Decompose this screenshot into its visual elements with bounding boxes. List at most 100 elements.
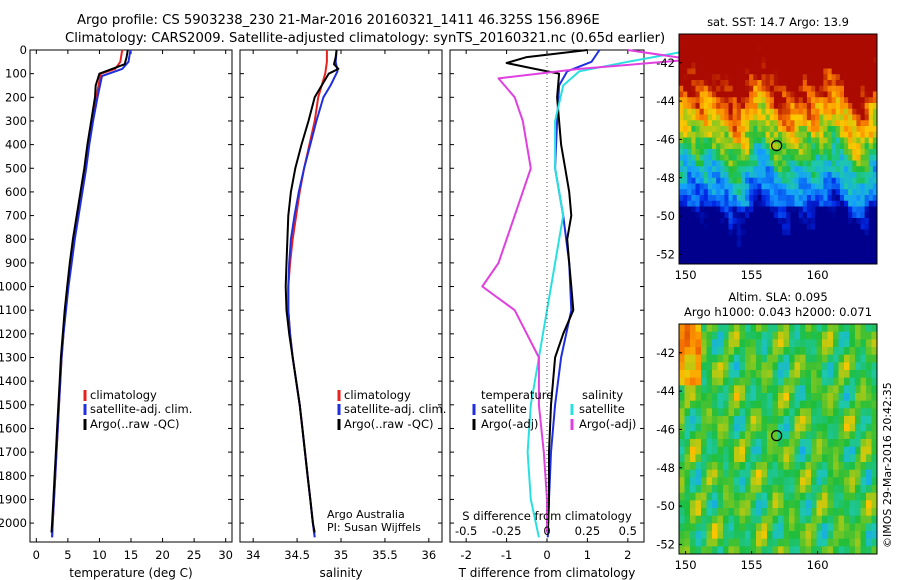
map-cell — [839, 189, 845, 196]
map-cell — [827, 446, 834, 455]
map-cell — [794, 515, 801, 524]
map-cell — [734, 531, 740, 540]
map-cell — [835, 143, 841, 150]
map-cell — [790, 206, 795, 213]
sla-field — [679, 324, 878, 555]
map-cell — [848, 218, 853, 225]
map-cell — [819, 131, 824, 138]
map-cell — [740, 189, 746, 196]
map-cell — [773, 241, 779, 248]
map-cell — [683, 183, 688, 190]
map-cell — [815, 126, 820, 133]
map-cell — [728, 143, 734, 150]
map-cell — [835, 241, 841, 248]
map-cell — [778, 523, 784, 532]
map-cell — [761, 492, 768, 501]
map-cell — [823, 172, 828, 179]
map-cell — [728, 91, 734, 98]
map-cell — [740, 246, 746, 253]
map-cell — [772, 462, 779, 471]
map-cell — [789, 546, 795, 555]
map-cell — [827, 154, 833, 161]
map-cell — [838, 354, 845, 363]
map-cell — [827, 523, 834, 532]
map-cell — [734, 377, 740, 386]
map-cell — [749, 85, 754, 92]
map-cell — [679, 114, 684, 121]
map-cell — [749, 126, 754, 133]
map-cell — [753, 45, 758, 52]
map-cell — [871, 500, 878, 509]
map-cell — [749, 177, 754, 184]
map-cell — [683, 39, 688, 46]
map-cell — [822, 485, 828, 494]
map-cell — [772, 485, 779, 494]
map-cell — [720, 258, 725, 265]
map-cell — [712, 166, 717, 173]
map-cell — [712, 446, 718, 455]
map-cell — [753, 229, 758, 236]
map-cell — [852, 235, 857, 242]
map-cell — [852, 114, 857, 121]
map-cell — [703, 172, 709, 179]
map-cell — [687, 85, 692, 92]
map-cell — [800, 462, 806, 471]
map-cell — [753, 120, 758, 127]
map-cell — [761, 477, 768, 486]
map-cell — [782, 149, 787, 156]
map-cell — [811, 114, 816, 121]
map-cell — [806, 34, 812, 41]
map-cell — [790, 229, 795, 236]
map-cell — [716, 189, 721, 196]
map-cell — [707, 172, 713, 179]
map-cell — [864, 68, 870, 75]
map-cell — [815, 103, 820, 110]
x-tick-label: 30 — [218, 548, 233, 562]
salinity-series-argo-raw-qc- — [284, 49, 340, 533]
map-cell — [783, 462, 790, 471]
map-cell — [699, 200, 705, 207]
map-cell — [761, 108, 767, 115]
y-tick-label: -48 — [656, 461, 675, 475]
map-cell — [839, 143, 845, 150]
map-cell — [703, 206, 709, 213]
map-cell — [790, 258, 795, 265]
map-cell — [790, 183, 795, 190]
map-cell — [701, 393, 707, 402]
map-cell — [855, 454, 861, 463]
map-cell — [838, 324, 845, 333]
map-cell — [798, 206, 804, 213]
y-tick-label: -50 — [656, 499, 675, 513]
map-cell — [833, 408, 839, 417]
map-cell — [805, 538, 812, 547]
map-cell — [761, 114, 767, 121]
map-cell — [806, 97, 812, 104]
map-cell — [778, 246, 783, 253]
map-cell — [769, 57, 775, 64]
map-cell — [833, 347, 839, 356]
map-cell — [866, 515, 872, 524]
map-cell — [683, 68, 688, 75]
map-cell — [691, 154, 696, 161]
map-cell — [811, 51, 816, 58]
map-cell — [811, 523, 817, 532]
map-cell — [800, 416, 806, 425]
map-cell — [767, 538, 773, 547]
map-cell — [848, 97, 853, 104]
map-cell — [772, 393, 779, 402]
map-cell — [757, 80, 762, 87]
map-cell — [773, 189, 779, 196]
map-cell — [724, 235, 729, 242]
map-cell — [835, 57, 841, 64]
map-cell — [860, 546, 867, 555]
map-cell — [782, 218, 787, 225]
map-cell — [720, 160, 725, 167]
map-cell — [783, 546, 790, 555]
map-cell — [753, 34, 758, 41]
map-cell — [745, 252, 750, 259]
map-cell — [712, 195, 717, 202]
map-cell — [728, 97, 734, 104]
map-cell — [866, 400, 872, 409]
map-cell — [691, 114, 696, 121]
map-cell — [769, 177, 775, 184]
